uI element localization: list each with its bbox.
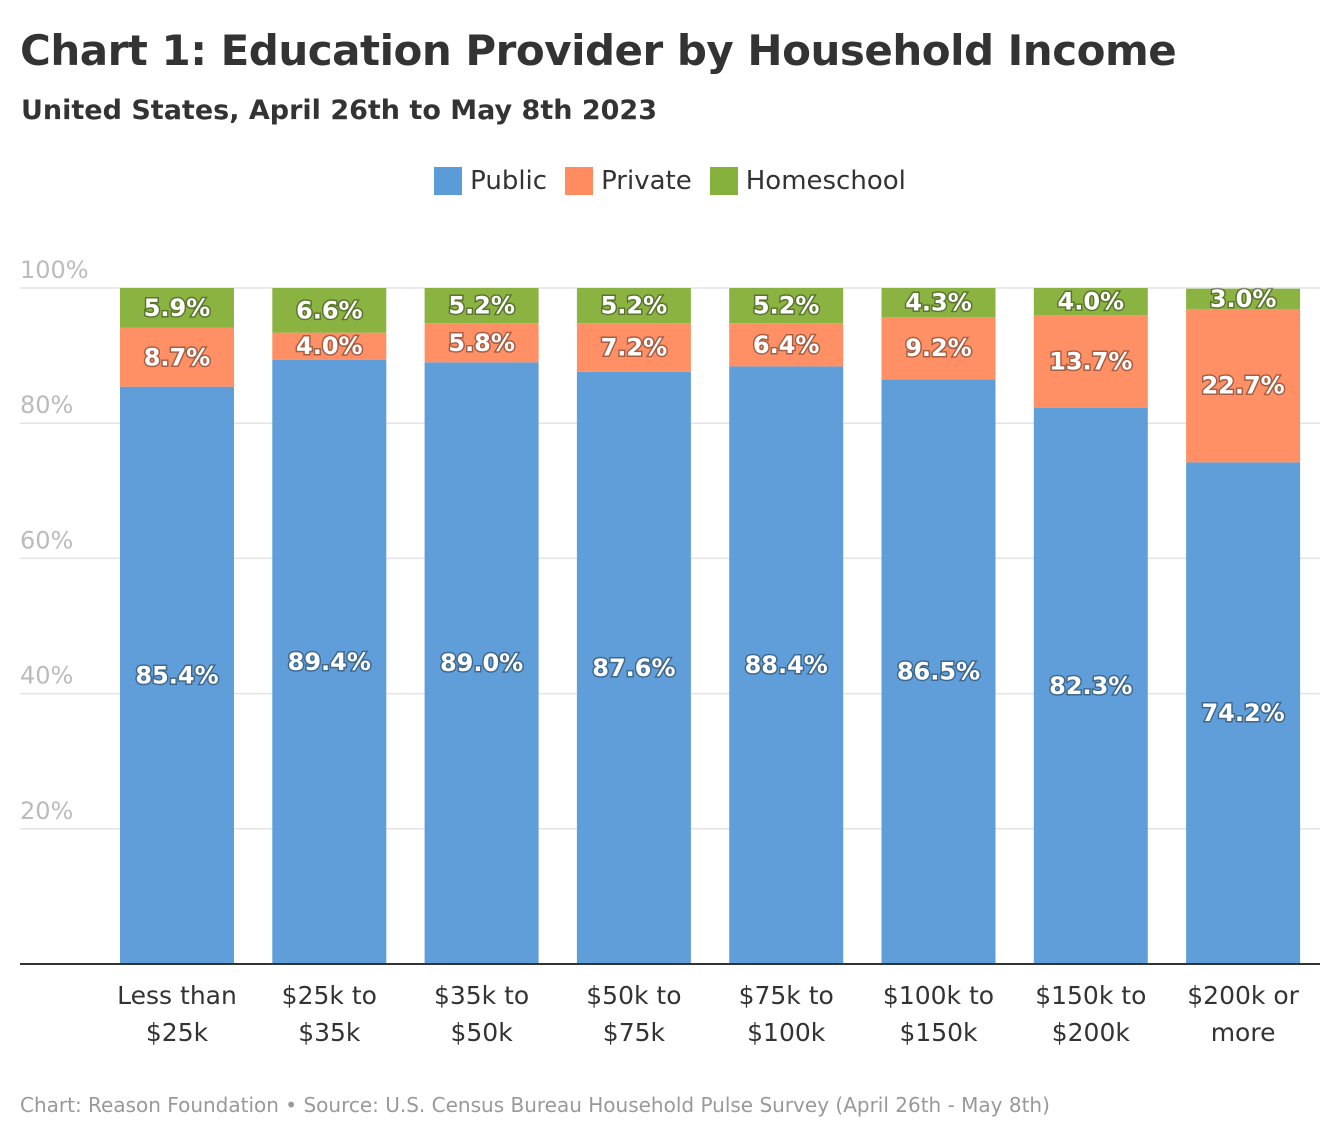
- bar-segment-homeschool: [1033, 288, 1148, 316]
- x-tick-label: $100k to: [883, 981, 994, 1010]
- data-label: 9.2%: [905, 334, 972, 362]
- bar-segment-public: [576, 371, 691, 965]
- data-label: 74.2%: [1201, 699, 1284, 727]
- data-label: 82.3%: [1049, 672, 1132, 700]
- data-label: 5.2%: [753, 292, 820, 320]
- legend-item-public[interactable]: Public: [434, 166, 547, 196]
- data-label: 85.4%: [135, 661, 218, 689]
- bar-segment-public: [1186, 462, 1301, 964]
- x-tick-label: $200k: [1052, 1018, 1131, 1047]
- data-label: 5.2%: [601, 292, 668, 320]
- data-label: 5.9%: [144, 294, 211, 322]
- x-tick-label: $150k: [899, 1018, 978, 1047]
- x-tick-label: $35k to: [434, 981, 529, 1010]
- bar-segment-private: [576, 323, 691, 372]
- legend-item-private[interactable]: Private: [565, 166, 692, 196]
- legend-label: Homeschool: [745, 166, 906, 196]
- data-label: 22.7%: [1201, 372, 1284, 400]
- bar-segment-private: [1033, 315, 1148, 408]
- bar-segment-private: [120, 327, 234, 387]
- bar-segment-homeschool: [120, 288, 234, 328]
- legend-swatch-public: [434, 167, 463, 195]
- y-tick-label: 20%: [20, 797, 73, 825]
- data-label: 89.4%: [288, 648, 371, 676]
- bar-segment-private: [881, 317, 996, 380]
- data-label: 6.6%: [296, 296, 363, 324]
- x-tick-label: $75k: [603, 1018, 666, 1047]
- bar-segment-public: [729, 366, 844, 964]
- x-tick-label: $50k to: [586, 981, 681, 1010]
- bar-segment-homeschool: [1186, 288, 1301, 309]
- x-tick-label: $150k to: [1035, 981, 1146, 1010]
- chart-title: Chart 1: Education Provider by Household…: [20, 26, 1177, 75]
- data-label: 3.0%: [1210, 285, 1277, 313]
- y-tick-label: 80%: [20, 391, 73, 419]
- bar-segment-public: [424, 362, 539, 964]
- y-tick-label: 60%: [20, 526, 73, 554]
- data-label: 4.0%: [1058, 288, 1125, 316]
- bar-segment-public: [1033, 407, 1148, 965]
- x-tick-label: $35k: [298, 1018, 361, 1047]
- data-label: 7.2%: [601, 333, 668, 361]
- bar-segment-homeschool: [576, 288, 691, 324]
- legend-label: Private: [601, 166, 692, 196]
- data-label: 8.7%: [144, 343, 211, 371]
- data-label: 6.4%: [753, 331, 820, 359]
- data-label: 88.4%: [745, 651, 828, 679]
- data-label: 89.0%: [440, 649, 523, 677]
- chart-footer: Chart: Reason Foundation • Source: U.S. …: [20, 1093, 1050, 1117]
- legend-label: Public: [470, 166, 548, 196]
- data-label: 5.2%: [448, 292, 515, 320]
- x-tick-label: $25k to: [282, 981, 377, 1010]
- x-tick-label: $100k: [747, 1018, 826, 1047]
- bar-segment-public: [120, 386, 234, 964]
- bar-segment-private: [1186, 308, 1301, 463]
- bar-segment-homeschool: [881, 288, 996, 318]
- x-tick-label: Less than: [117, 981, 237, 1010]
- data-label: 4.3%: [905, 289, 972, 317]
- x-tick-label: $200k or: [1187, 981, 1299, 1010]
- bar-segment-private: [272, 332, 387, 360]
- x-tick-label: $75k to: [739, 981, 834, 1010]
- x-tick-label: $25k: [146, 1018, 209, 1047]
- legend-item-homeschool[interactable]: Homeschool: [709, 166, 906, 196]
- data-label: 4.0%: [296, 332, 363, 360]
- x-tick-label: $50k: [450, 1018, 513, 1047]
- bar-segment-homeschool: [272, 288, 387, 333]
- data-label: 87.6%: [592, 654, 675, 682]
- bar-segment-private: [729, 323, 844, 367]
- chart-subtitle: United States, April 26th to May 8th 202…: [21, 95, 657, 126]
- bar-segment-homeschool: [729, 288, 844, 324]
- legend-swatch-homeschool: [709, 167, 738, 195]
- data-label: 5.8%: [448, 329, 515, 357]
- legend-swatch-private: [565, 167, 594, 195]
- legend: Public Private Homeschool: [0, 166, 1340, 196]
- data-label: 86.5%: [897, 658, 980, 686]
- y-tick-label: 40%: [20, 662, 73, 690]
- bar-segment-public: [272, 359, 387, 964]
- data-label: 13.7%: [1049, 347, 1132, 375]
- x-tick-label: more: [1211, 1018, 1276, 1047]
- bar-segment-private: [424, 323, 539, 363]
- y-tick-label: 100%: [20, 256, 89, 284]
- bar-segment-homeschool: [424, 288, 539, 324]
- bar-segment-public: [881, 379, 996, 964]
